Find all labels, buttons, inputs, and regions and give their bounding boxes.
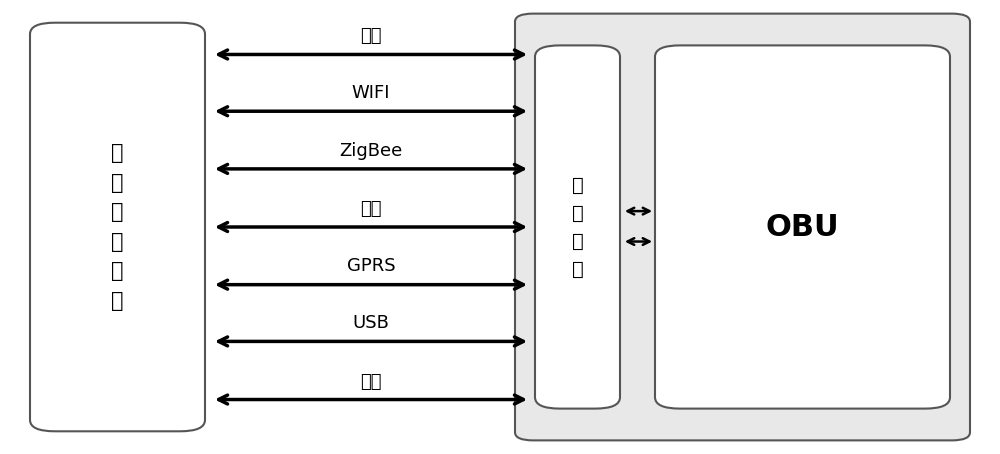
FancyBboxPatch shape — [515, 14, 970, 440]
FancyBboxPatch shape — [535, 45, 620, 409]
Text: 红外: 红外 — [360, 200, 382, 218]
FancyBboxPatch shape — [30, 23, 205, 431]
Text: USB: USB — [353, 314, 389, 332]
Text: 串口: 串口 — [360, 373, 382, 391]
Text: WIFI: WIFI — [352, 84, 390, 102]
Text: OBU: OBU — [766, 212, 839, 242]
Text: ZigBee: ZigBee — [339, 142, 403, 160]
Text: GPRS: GPRS — [347, 257, 395, 276]
FancyBboxPatch shape — [655, 45, 950, 409]
Text: 蓝牙: 蓝牙 — [360, 27, 382, 45]
Text: 通
信
接
口: 通 信 接 口 — [572, 176, 583, 278]
Text: 智
能
终
端
设
备: 智 能 终 端 设 备 — [111, 143, 124, 311]
